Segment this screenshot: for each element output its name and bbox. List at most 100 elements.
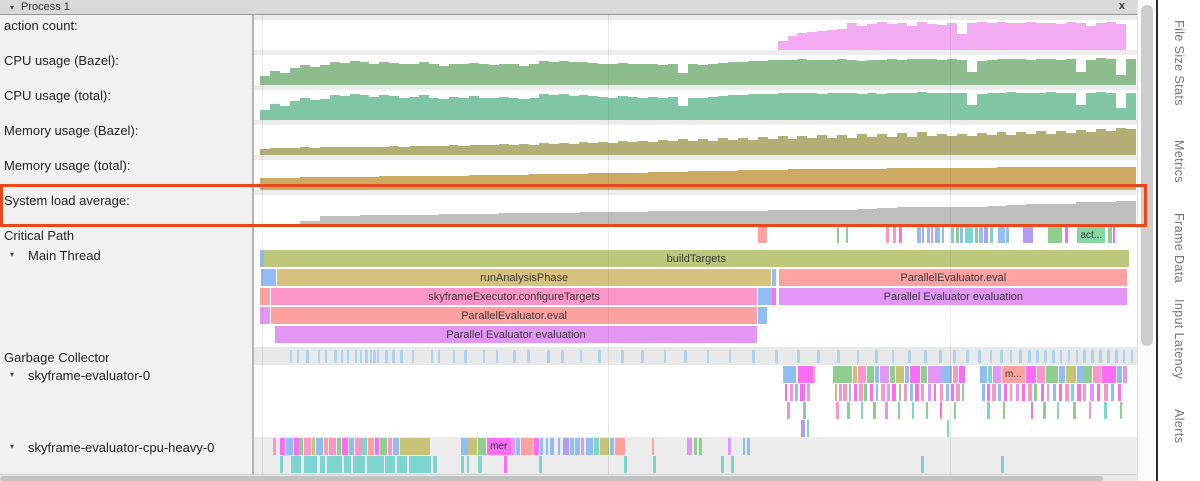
- vertical-scrollbar-thumb[interactable]: [1141, 5, 1153, 346]
- trace-slice[interactable]: [478, 438, 486, 455]
- trace-slice[interactable]: [1045, 366, 1059, 383]
- trace-slice[interactable]: [557, 438, 561, 455]
- trace-slice[interactable]: [939, 402, 942, 419]
- gc-event-tick[interactable]: [1114, 350, 1118, 363]
- trace-slice[interactable]: [880, 366, 889, 383]
- trace-slice[interactable]: [1118, 384, 1122, 401]
- trace-slice[interactable]: [939, 384, 944, 401]
- trace-slice[interactable]: [925, 402, 929, 419]
- gc-event-tick[interactable]: [1051, 350, 1055, 363]
- trace-slice[interactable]: [687, 438, 692, 455]
- trace-slice[interactable]: [534, 438, 540, 455]
- gc-event-tick[interactable]: [400, 350, 403, 363]
- trace-slice[interactable]: [1071, 384, 1074, 401]
- gc-event-tick[interactable]: [430, 350, 434, 363]
- critical-path-tick[interactable]: [965, 227, 974, 243]
- gc-event-tick[interactable]: [385, 350, 388, 363]
- gc-event-tick[interactable]: [1044, 350, 1047, 363]
- trace-slice[interactable]: [992, 384, 996, 401]
- gc-event-tick[interactable]: [437, 350, 441, 363]
- trace-slice[interactable]: [898, 384, 902, 401]
- trace-slice[interactable]: [651, 438, 655, 455]
- gc-event-tick[interactable]: [495, 350, 499, 363]
- trace-slice[interactable]: [294, 438, 299, 455]
- gc-event-tick[interactable]: [340, 350, 344, 363]
- trace-slice[interactable]: [873, 402, 876, 419]
- critical-path-action-badge[interactable]: act...: [1077, 227, 1106, 243]
- gc-event-tick[interactable]: [924, 350, 927, 363]
- gc-event-tick[interactable]: [1083, 350, 1087, 363]
- trace-slice[interactable]: [623, 456, 628, 473]
- sys-load-strip[interactable]: [254, 195, 1137, 225]
- gc-event-tick[interactable]: [482, 350, 486, 363]
- critical-path-tick[interactable]: [922, 227, 925, 243]
- trace-slice[interactable]: [698, 438, 703, 455]
- trace-slice[interactable]: [909, 366, 920, 383]
- trace-slice[interactable]: [895, 366, 904, 383]
- trace-slice[interactable]: [859, 384, 863, 401]
- trace-slice[interactable]: [834, 384, 838, 401]
- critical-path-tick[interactable]: [1022, 227, 1034, 243]
- gc-event-tick[interactable]: [1122, 350, 1126, 363]
- gc-event-tick[interactable]: [317, 350, 321, 363]
- trace-slice[interactable]: [260, 288, 271, 305]
- trace-slice[interactable]: [848, 384, 852, 401]
- trace-slice[interactable]: [316, 438, 324, 455]
- trace-slice[interactable]: [981, 384, 986, 401]
- trace-slice[interactable]: [367, 438, 374, 455]
- gc-event-tick[interactable]: [369, 350, 373, 363]
- trace-slice[interactable]: Parallel Evaluator evaluation: [779, 288, 1128, 305]
- trace-slice[interactable]: ParallelEvaluator.eval: [271, 307, 758, 324]
- critical-path-tick[interactable]: [1107, 227, 1112, 243]
- gc-event-tick[interactable]: [392, 350, 395, 363]
- critical-path-tick[interactable]: [955, 227, 960, 243]
- trace-slice[interactable]: [795, 384, 798, 401]
- horizontal-scrollbar[interactable]: [0, 474, 1137, 481]
- trace-slice[interactable]: [1111, 384, 1115, 401]
- trace-slice[interactable]: [1037, 366, 1045, 383]
- critical-path-tick[interactable]: [989, 227, 993, 243]
- cpu-bazel-strip[interactable]: [254, 55, 1137, 85]
- trace-slice[interactable]: [1028, 384, 1032, 401]
- gc-event-tick[interactable]: [728, 350, 732, 363]
- action-count-strip[interactable]: [254, 20, 1137, 50]
- trace-slice[interactable]: [380, 438, 387, 455]
- gc-event-tick[interactable]: [579, 350, 583, 363]
- mem-bazel-strip[interactable]: [254, 125, 1137, 155]
- trace-slice[interactable]: [1058, 384, 1062, 401]
- trace-slice[interactable]: [987, 402, 990, 419]
- gc-event-tick[interactable]: [324, 350, 328, 363]
- trace-slice[interactable]: [273, 438, 276, 455]
- critical-path-tick[interactable]: [941, 227, 944, 243]
- trace-slice[interactable]: [342, 438, 349, 455]
- trace-slice[interactable]: [319, 456, 325, 473]
- trace-slice[interactable]: [787, 402, 790, 419]
- gc-event-tick[interactable]: [296, 350, 300, 363]
- gc-event-tick[interactable]: [752, 350, 755, 363]
- trace-slice[interactable]: [1065, 366, 1077, 383]
- trace-slice[interactable]: [609, 438, 614, 455]
- trace-slice[interactable]: [1077, 366, 1083, 383]
- trace-slice[interactable]: Parallel Evaluator evaluation: [275, 326, 757, 343]
- gc-event-tick[interactable]: [452, 350, 456, 363]
- close-panel-button[interactable]: x: [1118, 0, 1125, 12]
- trace-slice[interactable]: [1002, 402, 1006, 419]
- trace-slice[interactable]: [892, 384, 896, 401]
- critical-path-tick[interactable]: [837, 227, 840, 243]
- gc-event-tick[interactable]: [775, 350, 778, 363]
- trace-slice[interactable]: [693, 438, 698, 455]
- critical-path-tick[interactable]: [931, 227, 934, 243]
- trace-slice[interactable]: [408, 456, 431, 473]
- critical-path-tick[interactable]: [959, 227, 963, 243]
- trace-slice[interactable]: [952, 366, 959, 383]
- gc-event-tick[interactable]: [978, 350, 981, 363]
- trace-slice[interactable]: [946, 420, 950, 437]
- trace-slice[interactable]: [797, 366, 813, 383]
- gc-event-tick[interactable]: [874, 350, 878, 363]
- trace-slice[interactable]: [599, 438, 609, 455]
- trace-slice[interactable]: [1025, 366, 1037, 383]
- trace-slice[interactable]: [1097, 384, 1101, 401]
- trace-slice[interactable]: [881, 384, 885, 401]
- trace-slice[interactable]: [1083, 366, 1093, 383]
- gc-event-tick[interactable]: [598, 350, 601, 363]
